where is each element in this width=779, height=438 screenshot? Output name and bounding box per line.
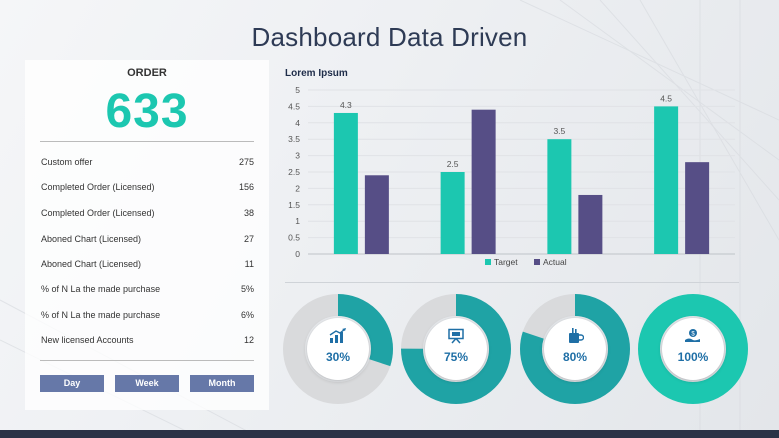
- bar-target: [333, 112, 358, 255]
- tab-week[interactable]: Week: [115, 375, 179, 392]
- presentation-board-icon: [425, 328, 487, 349]
- donut-progress-arc: [401, 294, 511, 404]
- order-row-value: 12: [243, 335, 254, 345]
- order-row-value: 275: [238, 157, 254, 167]
- donut-chart: 30%: [283, 294, 393, 404]
- donut-progress-arc: [520, 294, 630, 404]
- donut-chart: 75%: [401, 294, 511, 404]
- order-row-value: 38: [243, 208, 254, 218]
- page-title: Dashboard Data Driven: [251, 22, 528, 52]
- donut-center: 75%: [425, 318, 487, 380]
- order-row-value: 156: [238, 182, 254, 192]
- donut-progress-arc: [638, 294, 748, 404]
- y-tick-label: 3.5: [288, 134, 300, 144]
- donut-center: 30%: [307, 318, 369, 380]
- data-label: 4.5: [660, 93, 672, 103]
- y-tick-label: 4: [295, 118, 300, 128]
- order-row: Aboned Chart (Licensed) 27: [40, 234, 254, 250]
- svg-text:$: $: [691, 331, 695, 337]
- donut-percentage: 75%: [443, 350, 469, 364]
- y-tick-label: 3: [295, 151, 300, 161]
- y-tick-label: 1.5: [288, 200, 300, 210]
- bar-target: [547, 139, 572, 254]
- donut-percentage: 80%: [562, 350, 588, 364]
- donut-chart: 80%: [520, 294, 630, 404]
- coffee-cup-icon: [544, 328, 606, 349]
- order-row: Completed Order (Licensed) 156: [40, 182, 254, 198]
- order-row-value: 5%: [240, 284, 254, 294]
- order-row-label: % of N La the made purchase: [41, 284, 161, 294]
- bar-target: [654, 106, 679, 255]
- order-row: Completed Order (Licensed) 38: [40, 208, 254, 224]
- order-row-label: Completed Order (Licensed): [41, 182, 155, 192]
- legend-swatch: [485, 259, 491, 265]
- order-row-label: New licensed Accounts: [41, 335, 134, 345]
- bar-chart: 0 0.5 1 1.5 2 2.5 3 3.5 4 4.5 5 4.3 2.5 3.5 4.5 Target A…: [288, 85, 735, 267]
- y-tick-label: 5: [295, 85, 300, 95]
- y-tick-label: 2: [295, 183, 300, 193]
- donut-chart: $ 100%: [638, 294, 748, 404]
- order-heading: ORDER: [127, 67, 167, 79]
- legend-label: Actual: [543, 257, 567, 267]
- growth-chart-icon: [307, 328, 369, 349]
- legend-label: Target: [494, 257, 518, 267]
- order-row: Custom offer 275: [40, 157, 254, 173]
- tab-day[interactable]: Day: [40, 375, 104, 392]
- divider: [40, 360, 254, 361]
- y-tick-label: 0.5: [288, 233, 300, 243]
- data-label: 4.3: [340, 100, 352, 110]
- data-label: 2.5: [447, 159, 459, 169]
- bar-actual: [471, 109, 496, 255]
- y-tick-label: 2.5: [288, 167, 300, 177]
- bar-target: [440, 172, 465, 254]
- order-row-value: 27: [243, 234, 254, 244]
- order-total: 633: [105, 85, 189, 138]
- order-row-label: % of N La the made purchase: [41, 310, 161, 320]
- donut-percentage: 100%: [677, 350, 709, 364]
- order-row: Aboned Chart (Licensed) 11: [40, 259, 254, 275]
- bar-actual: [364, 175, 389, 254]
- bar-actual: [685, 162, 710, 254]
- y-tick-label: 1: [295, 216, 300, 226]
- order-row: % of N La the made purchase 6%: [40, 310, 254, 326]
- divider: [285, 282, 739, 283]
- order-row-label: Custom offer: [41, 157, 93, 167]
- y-tick-label: 0: [295, 249, 300, 259]
- tab-month[interactable]: Month: [190, 375, 254, 392]
- order-row-label: Completed Order (Licensed): [41, 208, 155, 218]
- data-label: 3.5: [553, 126, 565, 136]
- chart-title: Lorem Ipsum: [285, 68, 348, 79]
- divider: [40, 141, 254, 142]
- order-panel: ORDER 633 Custom offer 275 Completed Ord…: [25, 60, 269, 410]
- money-hand-icon: $: [662, 328, 724, 349]
- y-tick-label: 4.5: [288, 101, 300, 111]
- footer-bar: [0, 430, 779, 438]
- donut-percentage: 30%: [325, 350, 351, 364]
- order-row-value: 6%: [240, 310, 254, 320]
- order-row-label: Aboned Chart (Licensed): [41, 234, 142, 244]
- donut-center: 80%: [544, 318, 606, 380]
- order-row: New licensed Accounts 12: [40, 335, 254, 351]
- donut-center: $ 100%: [662, 318, 724, 380]
- order-row: % of N La the made purchase 5%: [40, 284, 254, 300]
- bar-actual: [578, 194, 603, 254]
- donut-progress-arc: [283, 294, 393, 404]
- legend-swatch: [534, 259, 540, 265]
- order-row-label: Aboned Chart (Licensed): [41, 259, 142, 269]
- order-row-value: 11: [244, 259, 254, 269]
